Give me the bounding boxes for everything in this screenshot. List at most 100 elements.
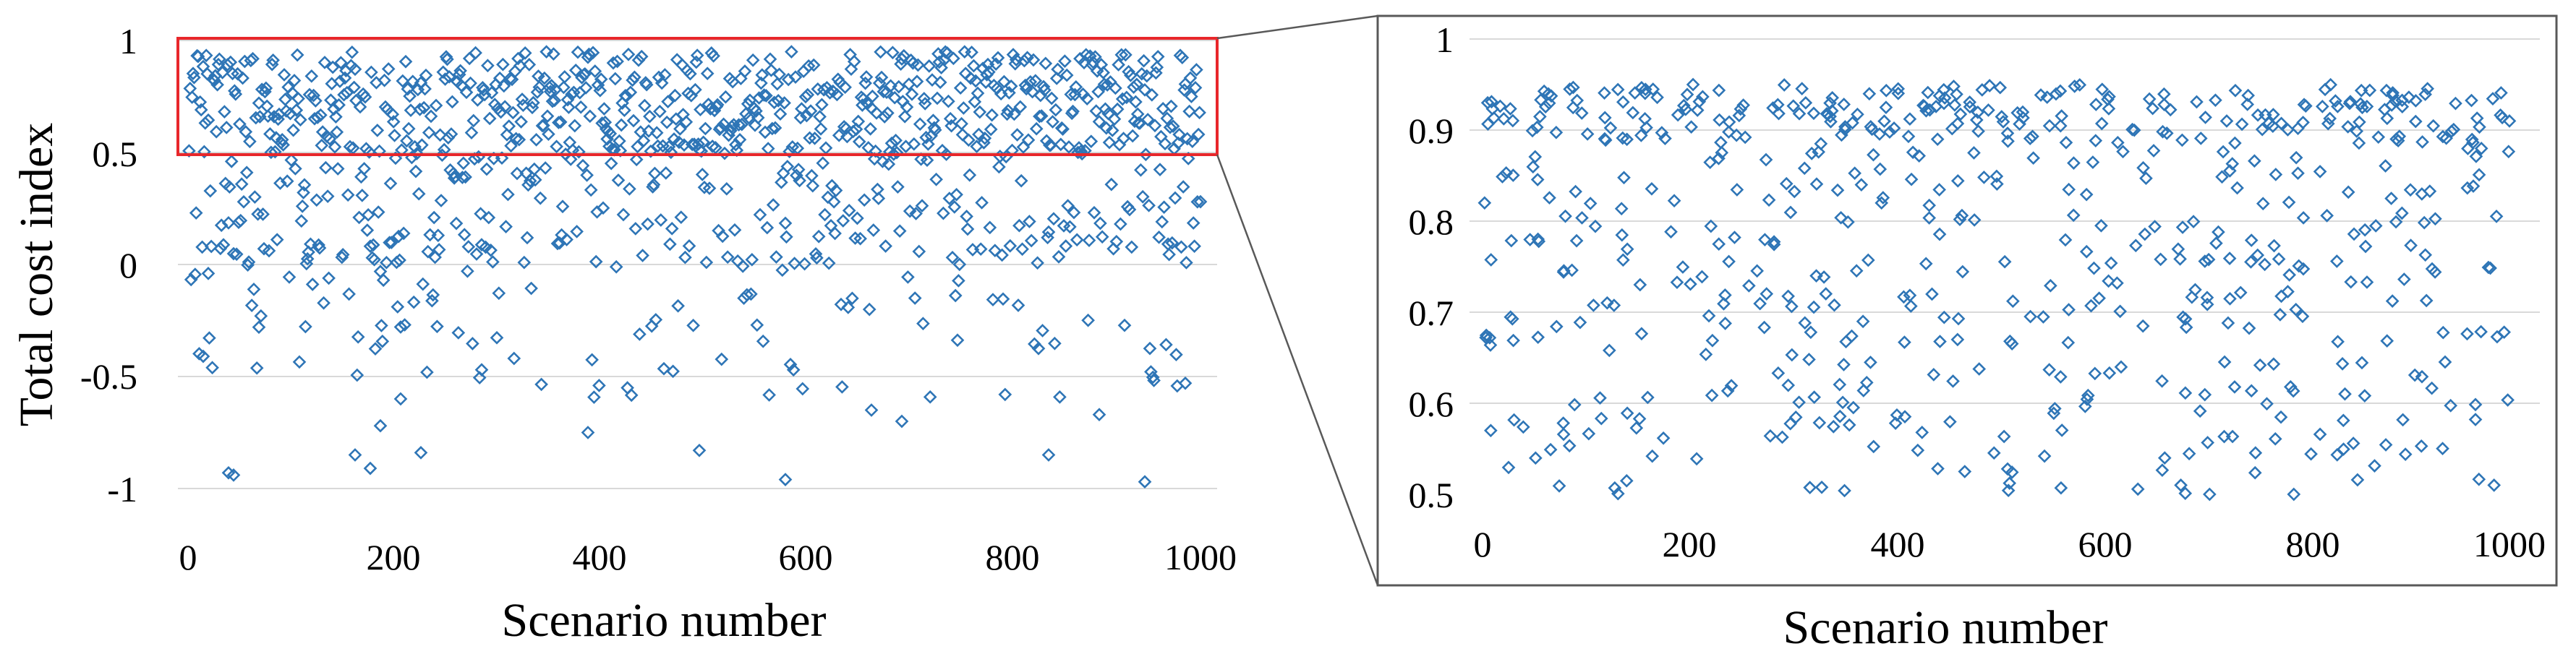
- data-point: [431, 228, 445, 243]
- data-point: [1104, 177, 1119, 192]
- data-point: [1775, 430, 1789, 444]
- data-point: [2026, 151, 2040, 165]
- data-point: [778, 216, 793, 231]
- data-point: [2040, 90, 2055, 104]
- overview-x-tick-labels: 0 200 400 600 800 1000: [179, 537, 1237, 577]
- data-point: [2171, 242, 2185, 257]
- data-point: [953, 81, 968, 95]
- data-point: [479, 162, 494, 176]
- data-point: [679, 115, 694, 129]
- data-point: [534, 377, 548, 392]
- data-point: [702, 181, 717, 195]
- data-point: [1922, 198, 1936, 212]
- data-point: [2358, 239, 2373, 254]
- data-point: [2379, 438, 2393, 452]
- data-point: [1837, 98, 1851, 111]
- data-point: [515, 92, 529, 106]
- data-point: [2391, 134, 2405, 148]
- data-point: [1956, 264, 1970, 279]
- data-point: [1670, 275, 1684, 289]
- data-point: [1152, 230, 1166, 244]
- data-point: [357, 162, 371, 176]
- data-point: [1930, 132, 1945, 146]
- data-point: [2248, 446, 2263, 460]
- data-point: [1825, 90, 1839, 105]
- overview-x-tick: 600: [779, 537, 833, 577]
- data-point: [236, 194, 251, 209]
- zoomed-y-tick: 0.6: [1409, 384, 1454, 424]
- data-point: [822, 256, 836, 270]
- data-point: [358, 90, 372, 104]
- data-point: [423, 228, 437, 242]
- data-point: [846, 124, 861, 139]
- data-point: [1082, 233, 1096, 247]
- data-point: [1023, 215, 1036, 228]
- data-point: [835, 380, 849, 394]
- data-point: [755, 68, 769, 82]
- data-point: [2042, 119, 2057, 133]
- data-point: [1854, 178, 1869, 192]
- data-point: [1091, 85, 1105, 99]
- data-point: [570, 225, 584, 238]
- data-point: [1531, 232, 1545, 246]
- data-point: [1766, 101, 1780, 115]
- data-point: [1626, 106, 1640, 120]
- data-point: [682, 239, 696, 253]
- data-point: [2274, 410, 2288, 424]
- data-point: [1165, 236, 1180, 250]
- data-point: [1705, 388, 1719, 403]
- data-point: [2497, 325, 2511, 340]
- data-point: [764, 63, 778, 77]
- data-point: [2200, 297, 2214, 311]
- data-point: [390, 255, 404, 270]
- data-point: [2048, 402, 2062, 416]
- data-point: [1112, 58, 1125, 72]
- data-point: [1109, 81, 1122, 95]
- data-point: [209, 124, 223, 139]
- data-point: [2472, 168, 2486, 182]
- data-point: [832, 128, 846, 142]
- data-point: [1607, 298, 1621, 312]
- data-point: [553, 115, 568, 129]
- data-point: [459, 170, 472, 184]
- data-point: [653, 104, 667, 119]
- data-point: [330, 125, 344, 139]
- data-point: [751, 111, 765, 125]
- data-point: [1628, 86, 1642, 100]
- data-point: [1982, 103, 1995, 117]
- data-point: [305, 277, 320, 291]
- data-point: [2461, 142, 2475, 155]
- data-point: [204, 239, 218, 254]
- data-point: [1182, 104, 1196, 119]
- data-point: [188, 267, 202, 282]
- data-point: [1722, 125, 1736, 139]
- data-point: [1026, 53, 1041, 67]
- data-point: [583, 109, 597, 124]
- data-point: [2465, 93, 2478, 108]
- data-point: [1615, 228, 1629, 242]
- data-point: [323, 132, 337, 146]
- data-point: [788, 70, 803, 84]
- data-point: [2384, 192, 2398, 205]
- data-point: [2472, 472, 2486, 486]
- data-point: [1638, 112, 1652, 126]
- zoomed-y-tick: 0.9: [1409, 111, 1454, 151]
- data-point: [381, 62, 396, 76]
- data-point: [184, 272, 198, 287]
- data-point: [496, 57, 510, 72]
- data-point: [1501, 460, 1516, 475]
- data-point: [1178, 376, 1193, 390]
- data-point: [814, 122, 828, 136]
- data-point: [198, 116, 213, 130]
- data-point: [2110, 276, 2124, 291]
- data-point: [380, 255, 393, 270]
- data-point: [2198, 111, 2212, 124]
- data-point: [1888, 416, 1903, 430]
- overview-y-tick: 0: [119, 245, 137, 285]
- data-point: [674, 210, 688, 224]
- data-point: [1095, 230, 1109, 244]
- zoomed-y-tick: 1: [1436, 20, 1454, 60]
- data-point: [971, 86, 985, 100]
- data-point: [2360, 275, 2374, 289]
- data-point: [1906, 145, 1920, 160]
